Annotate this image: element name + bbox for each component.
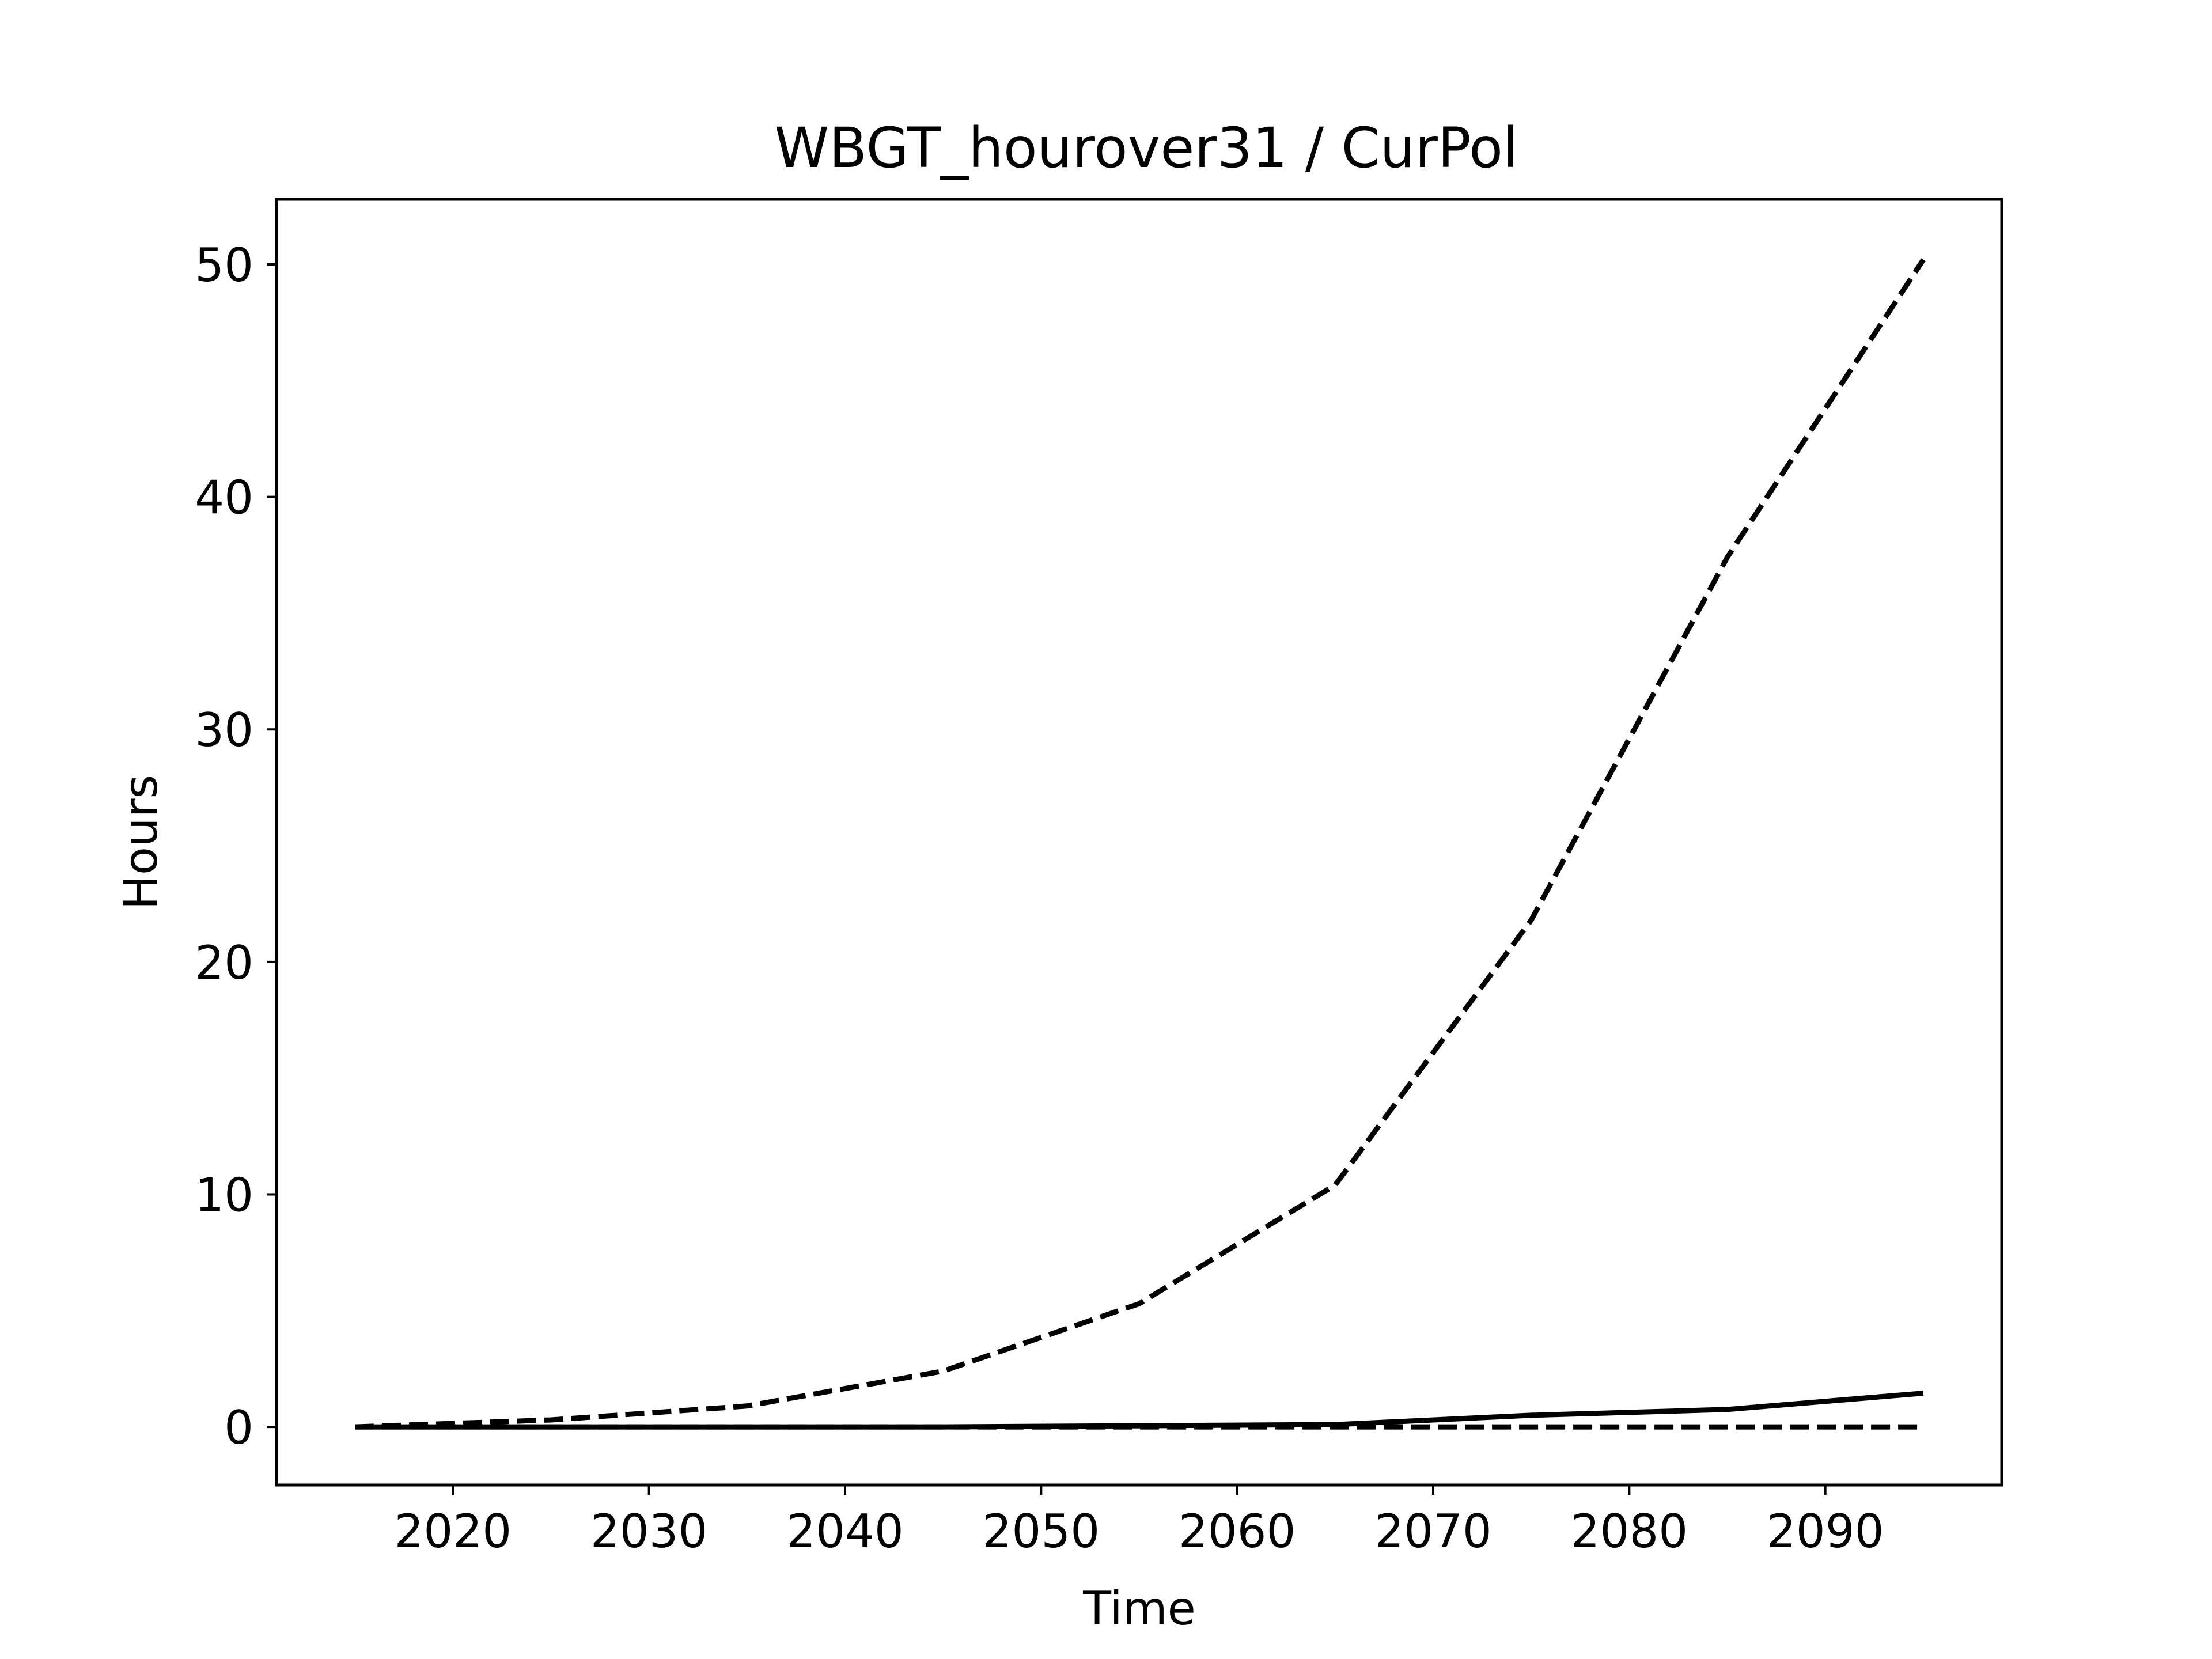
- series-line-1: [354, 258, 1926, 1430]
- x-tick-label: 2020: [395, 1505, 512, 1558]
- y-tick-label: 20: [195, 936, 253, 990]
- x-tick-label: 2090: [1767, 1505, 1884, 1558]
- x-tick-label: 2040: [786, 1505, 904, 1558]
- series-layer: [354, 258, 1926, 1430]
- y-tick-label: 30: [195, 703, 253, 757]
- x-tick-label: 2070: [1374, 1505, 1492, 1558]
- x-axis-label: Time: [1082, 1582, 1196, 1635]
- y-tick-label: 0: [224, 1401, 253, 1455]
- y-axis-label: Hours: [114, 775, 168, 910]
- x-tick-label: 2050: [983, 1505, 1100, 1558]
- chart-title: WBGT_hourover31 / CurPol: [774, 116, 1518, 180]
- plot-area: [275, 198, 2003, 1487]
- y-axis: 0 10 20 30 40 50: [195, 238, 276, 1455]
- y-tick-label: 50: [195, 238, 253, 292]
- x-tick-label: 2060: [1179, 1505, 1296, 1558]
- x-tick-label: 2080: [1571, 1505, 1688, 1558]
- y-tick-label: 10: [195, 1168, 253, 1222]
- x-axis: 2020 2030 2040 2050 2060 2070 2080 2090: [395, 1485, 1884, 1558]
- x-tick-label: 2030: [590, 1505, 708, 1558]
- y-tick-label: 40: [195, 471, 253, 525]
- plot-frame: [275, 198, 2003, 1487]
